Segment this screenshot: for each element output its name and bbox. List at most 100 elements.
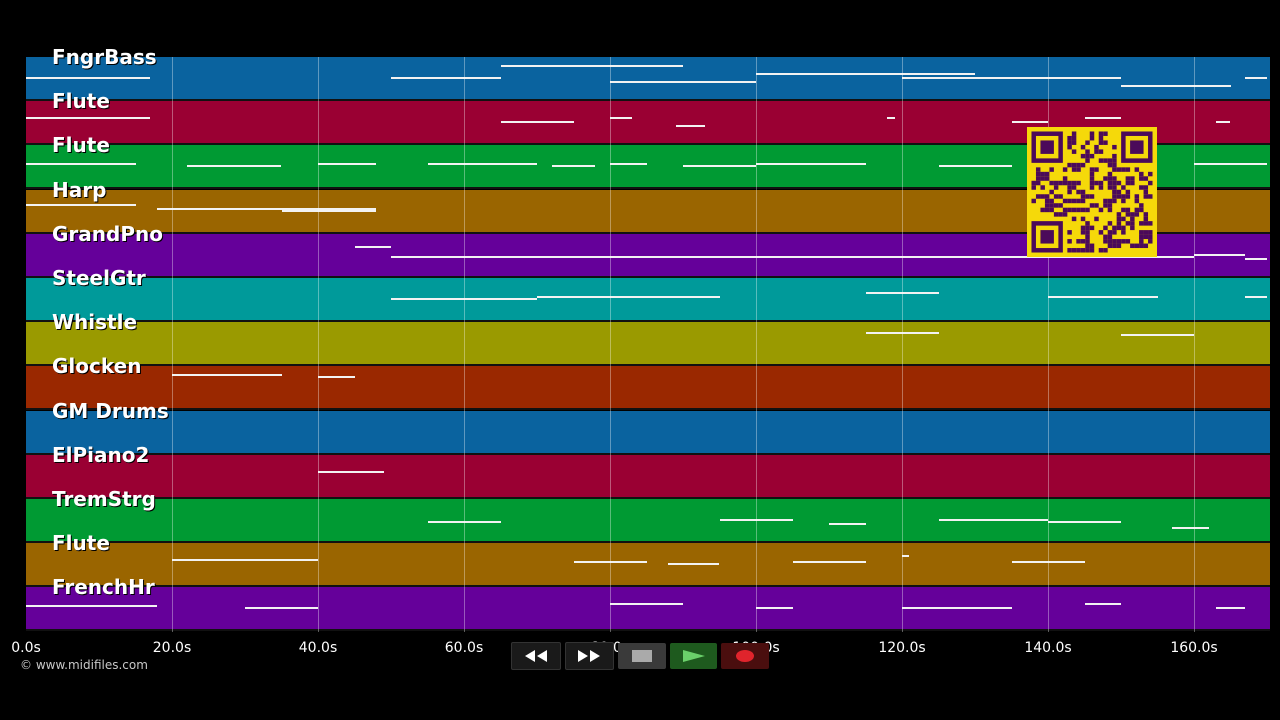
qr-module [1049,167,1054,172]
note-bar [26,77,151,79]
qr-module [1143,212,1149,217]
qr-module [1143,230,1149,235]
qr-module [1134,243,1140,249]
qr-module [1040,194,1045,199]
qr-module [1143,216,1149,222]
qr-module [1040,140,1054,154]
qr-module [1130,212,1135,217]
qr-module [1071,216,1077,222]
qr-module [1121,194,1126,199]
note-bar [186,165,282,168]
qr-module [1053,203,1059,208]
note-bar [573,561,647,564]
note-bar [887,117,895,120]
qr-module [1107,243,1113,249]
qr-module [1076,207,1081,213]
qr-module [1085,207,1090,213]
track-name: GM Drums [52,398,169,423]
qr-module [1080,248,1086,253]
note-bar [1245,296,1267,298]
qr-module [1035,176,1041,181]
qr-module [1035,194,1041,199]
qr-module [1107,185,1113,190]
qr-module [1125,239,1131,244]
qr-module [1049,189,1054,195]
qr-module [1094,216,1099,222]
tick-label: 40.0s [298,640,338,656]
qr-module [1107,198,1113,204]
qr-module [1067,248,1072,253]
tick-label: 120.0s [878,640,926,656]
note-bar [318,376,355,379]
qr-module [1080,144,1086,150]
qr-module [1107,162,1113,168]
qr-module [1143,221,1149,226]
qr-module [1044,198,1050,204]
qr-module [1130,243,1135,249]
qr-module [1035,180,1041,186]
note-bar [318,470,384,473]
qr-module [1031,198,1036,204]
qr-module [1103,176,1108,181]
gridline [464,57,465,632]
track-name: TremStrg [52,487,156,511]
qr-module [1071,149,1077,154]
rewind-button[interactable] [511,642,561,670]
qr-module [1089,167,1095,172]
qr-module [1076,162,1081,168]
record-button[interactable] [721,643,769,669]
qr-module [1089,135,1095,141]
qr-module [1121,198,1126,204]
qr-module [1107,176,1113,181]
qr-module [1040,171,1045,177]
qr-module [1112,180,1117,186]
qr-module [1139,221,1144,226]
qr-module [1139,185,1144,190]
note-bar [1194,253,1246,256]
qr-module [1112,225,1117,231]
qr-module [1049,198,1054,204]
qr-module [1094,180,1099,186]
qr-module [1125,207,1131,213]
qr-module [1116,239,1122,244]
qr-module [1089,153,1095,159]
qr-module [1085,158,1090,163]
qr-module [1134,167,1140,172]
qr-module [1089,185,1095,190]
qr-module [1125,212,1131,217]
qr-module [1062,180,1068,186]
qr-module [1040,230,1054,244]
qr-module [1031,180,1036,186]
qr-module [1107,221,1113,226]
qr-module [1121,167,1126,172]
note-bar [1215,607,1246,610]
qr-module [1058,194,1063,199]
qr-module [1112,198,1117,204]
note-bar [1011,121,1048,124]
note-bar [938,165,1012,168]
qr-module [1080,153,1086,159]
qr-module [1098,248,1104,253]
qr-module [1071,180,1077,186]
track-name: SteelGtr [52,266,146,290]
play-button[interactable] [669,643,718,669]
qr-module [1040,176,1045,181]
tick-label: 60.0s [444,640,484,656]
qr-module [1148,180,1153,186]
track-name: Flute [52,531,110,556]
note-bar [610,603,683,606]
qr-module [1089,180,1095,186]
fast-forward-button[interactable] [564,642,615,670]
qr-module [1044,176,1050,181]
qr-module [1103,225,1108,231]
qr-module [1121,225,1126,231]
qr-module [1107,230,1113,235]
qr-module [1107,158,1113,163]
qr-module [1085,234,1090,240]
qr-module [1116,243,1122,249]
qr-module [1071,167,1077,172]
qr-module [1143,189,1149,195]
note-bar [427,521,501,523]
stop-button[interactable] [618,643,666,669]
qr-module [1112,167,1117,172]
